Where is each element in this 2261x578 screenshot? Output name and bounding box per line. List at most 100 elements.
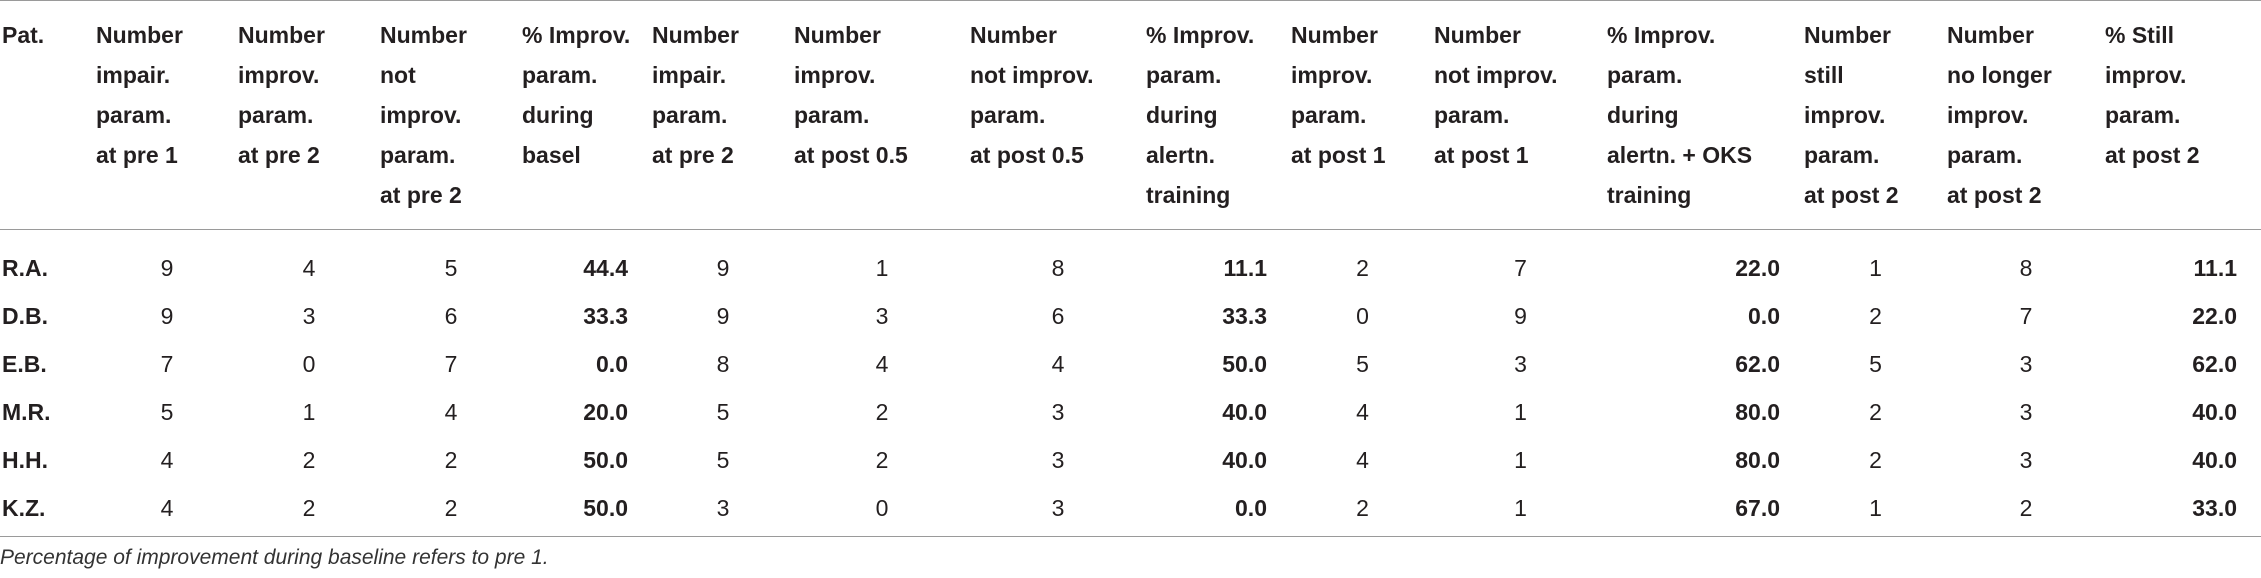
column-header-line: Number	[794, 22, 881, 48]
column-header-line: improv.	[1947, 102, 2029, 128]
percent-cell: 0.0	[1748, 302, 1780, 329]
patient-cell: M.R.	[2, 398, 51, 425]
count-cell: 3	[1051, 398, 1065, 425]
table-footnote: Percentage of improvement during baselin…	[0, 546, 549, 569]
column-header-line: improv.	[2105, 62, 2187, 88]
patient-cell: K.Z.	[2, 494, 46, 521]
column-header-line: no longer	[1947, 62, 2052, 88]
count-cell: 2	[302, 446, 316, 473]
count-cell: 2	[1356, 254, 1369, 281]
column-header-line: at pre 1	[96, 142, 178, 168]
count-cell: 6	[1051, 302, 1065, 329]
count-cell: 1	[1869, 254, 1882, 281]
count-cell: 6	[444, 302, 458, 329]
count-cell: 3	[1051, 494, 1065, 521]
count-cell: 1	[1514, 494, 1527, 521]
percent-cell: 67.0	[1735, 494, 1780, 521]
column-header-line: Number	[1291, 22, 1378, 48]
count-cell: 4	[1356, 398, 1369, 425]
count-cell: 3	[2019, 398, 2033, 425]
table-row: M.R. 5 1 4 20.0 5 2 3 40.0 4 1 80.0 2 3 40.0	[0, 388, 2261, 436]
column-header-line: Number	[1947, 22, 2034, 48]
column-header-line: param.	[1607, 62, 1683, 88]
percent-cell: 22.0	[1735, 254, 1780, 281]
count-cell: 3	[716, 494, 730, 521]
column-header-line: param.	[380, 142, 456, 168]
percent-cell: 40.0	[1222, 398, 1267, 425]
count-cell: 8	[2019, 254, 2033, 281]
percent-cell: 80.0	[1735, 398, 1780, 425]
column-header-line: Number	[970, 22, 1057, 48]
count-cell: 9	[716, 254, 730, 281]
percent-cell: 0.0	[596, 350, 628, 377]
column-header-line: Number	[1804, 22, 1891, 48]
count-cell: 9	[716, 302, 730, 329]
count-cell: 7	[160, 350, 174, 377]
column-header-line: at post 1	[1434, 142, 1529, 168]
column-header-line: param.	[96, 102, 172, 128]
count-cell: 3	[875, 302, 889, 329]
patient-cell: E.B.	[2, 350, 47, 377]
count-cell: 4	[1051, 350, 1065, 377]
column-header-line: training	[1146, 182, 1231, 208]
column-header-line: at pre 2	[238, 142, 320, 168]
column-header: Number impair. param. at pre 1	[96, 1, 238, 230]
percent-cell: 50.0	[583, 446, 628, 473]
count-cell: 4	[160, 494, 174, 521]
patient-cell: R.A.	[2, 254, 48, 281]
table-row: K.Z. 4 2 2 50.0 3 0 3 0.0 2 1 67.0 1 2 33.0	[0, 484, 2261, 537]
column-header-line: not improv.	[1434, 62, 1558, 88]
column-header-line: improv.	[794, 62, 876, 88]
count-cell: 2	[875, 398, 889, 425]
table-row: E.B. 7 0 7 0.0 8 4 4 50.0 5 3 62.0 5 3 62.0	[0, 340, 2261, 388]
column-header-line: Number	[1434, 22, 1521, 48]
percent-cell: 0.0	[1235, 494, 1267, 521]
column-header-line: % Improv.	[1146, 22, 1255, 48]
column-header: % Improv. param. during basel	[522, 1, 652, 230]
column-header-line: at post 1	[1291, 142, 1386, 168]
percent-cell: 40.0	[2192, 446, 2237, 473]
count-cell: 5	[160, 398, 174, 425]
column-header: Pat.	[0, 1, 96, 230]
percent-cell: 40.0	[2192, 398, 2237, 425]
count-cell: 5	[444, 254, 458, 281]
count-cell: 2	[1869, 398, 1882, 425]
column-header-line: at post 2	[1804, 182, 1899, 208]
count-cell: 4	[875, 350, 889, 377]
count-cell: 7	[1514, 254, 1527, 281]
column-header-line: Number	[238, 22, 325, 48]
column-header-line: % Improv.	[522, 22, 631, 48]
column-header-line: param.	[1434, 102, 1510, 128]
column-header-line: training	[1607, 182, 1692, 208]
count-cell: 0	[302, 350, 316, 377]
count-cell: 2	[2019, 494, 2033, 521]
count-cell: 4	[302, 254, 316, 281]
percent-cell: 40.0	[1222, 446, 1267, 473]
column-header: Number improv. param. at pre 2	[238, 1, 380, 230]
count-cell: 7	[444, 350, 458, 377]
percent-cell: 33.3	[583, 302, 628, 329]
percent-cell: 50.0	[1222, 350, 1267, 377]
count-cell: 2	[444, 446, 458, 473]
column-header-line: impair.	[652, 62, 727, 88]
column-header: Number impair. param. at pre 2	[652, 1, 794, 230]
column-header-line: improv.	[1291, 62, 1373, 88]
column-header: % Improv. param. during alertn. training	[1146, 1, 1291, 230]
count-cell: 3	[2019, 446, 2033, 473]
column-header-line: param.	[1146, 62, 1222, 88]
percent-cell: 20.0	[583, 398, 628, 425]
percent-cell: 33.0	[2192, 494, 2237, 521]
count-cell: 1	[1514, 398, 1527, 425]
column-header-line: param.	[1804, 142, 1880, 168]
column-header: Number not improv. param. at post 0.5	[970, 1, 1146, 230]
percent-cell: 11.1	[1223, 254, 1268, 281]
column-header: Number no longer improv. param. at post 2	[1947, 1, 2105, 230]
column-header-line: at post 2	[2105, 142, 2200, 168]
column-header-line: at post 2	[1947, 182, 2042, 208]
column-header: % Improv. param. during alertn. + OKS traini…	[1607, 1, 1804, 230]
table-row: R.A. 9 4 5 44.4 9 1 8 11.1 2 7 22.0 1 8 11.1	[0, 230, 2261, 293]
column-header-line: basel	[522, 142, 581, 168]
column-header-line: Pat.	[2, 22, 45, 48]
column-header-line: impair.	[96, 62, 171, 88]
column-header-line: Number	[652, 22, 739, 48]
